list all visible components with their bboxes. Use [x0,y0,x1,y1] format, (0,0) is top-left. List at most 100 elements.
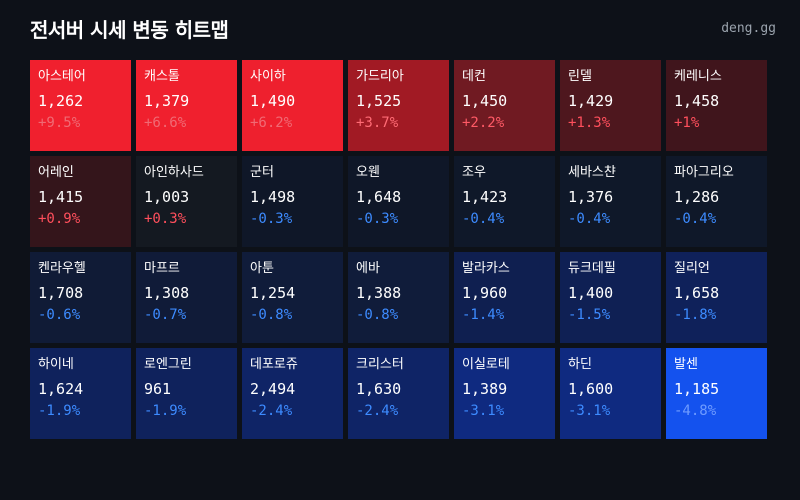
server-price: 1,376 [568,188,614,206]
server-name: 하이네 [38,357,74,372]
heatmap-tile[interactable]: 파아그리오 1,286 -0.4% [666,156,767,247]
server-name: 케레니스 [674,69,722,84]
server-price: 1,262 [38,92,84,110]
server-price: 1,429 [568,92,614,110]
server-name: 켄라우헬 [38,261,86,276]
server-name: 데컨 [462,69,486,84]
price-change: -0.6% [38,307,81,323]
server-price: 1,415 [38,188,84,206]
server-name: 세바스챤 [568,165,616,180]
heatmap-tile[interactable]: 하딘 1,600 -3.1% [560,348,661,439]
price-change: -1.9% [144,403,187,419]
price-change: -0.7% [144,307,187,323]
server-price: 1,185 [674,380,720,398]
heatmap-tile[interactable]: 아인하사드 1,003 +0.3% [136,156,237,247]
price-change: -0.4% [568,211,611,227]
price-change: +1% [674,115,700,131]
price-change: +6.2% [250,115,293,131]
server-name: 하딘 [568,357,592,372]
heatmap-tile[interactable]: 질리언 1,658 -1.8% [666,252,767,343]
server-price: 2,494 [250,380,296,398]
server-name: 발센 [674,357,698,372]
server-name: 린델 [568,69,592,84]
server-price: 1,708 [38,284,84,302]
server-name: 캐스톨 [144,69,180,84]
server-name: 아인하사드 [144,165,204,180]
price-change: -0.3% [356,211,399,227]
server-name: 발라카스 [462,261,510,276]
heatmap-tile[interactable]: 데컨 1,450 +2.2% [454,60,555,151]
price-change: -0.4% [674,211,717,227]
heatmap-tile[interactable]: 어레인 1,415 +0.9% [30,156,131,247]
heatmap-tile[interactable]: 이실로테 1,389 -3.1% [454,348,555,439]
heatmap-tile[interactable]: 데포로쥬 2,494 -2.4% [242,348,343,439]
server-price: 1,308 [144,284,190,302]
price-change: +3.7% [356,115,399,131]
server-price: 1,286 [674,188,720,206]
price-change: -0.3% [250,211,293,227]
heatmap-tile[interactable]: 사이하 1,490 +6.2% [242,60,343,151]
server-name: 조우 [462,165,486,180]
price-change: +1.3% [568,115,611,131]
server-name: 오웬 [356,165,380,180]
price-change: -1.4% [462,307,505,323]
server-price: 1,388 [356,284,402,302]
server-price: 1,630 [356,380,402,398]
brand-label: deng.gg [721,20,776,36]
server-price: 1,450 [462,92,508,110]
server-price: 1,648 [356,188,402,206]
server-price: 961 [144,380,172,398]
heatmap-tile[interactable]: 캐스톨 1,379 +6.6% [136,60,237,151]
heatmap-tile[interactable]: 하이네 1,624 -1.9% [30,348,131,439]
heatmap-tile[interactable]: 크리스터 1,630 -2.4% [348,348,449,439]
heatmap-tile[interactable]: 듀크데필 1,400 -1.5% [560,252,661,343]
heatmap-tile[interactable]: 오웬 1,648 -0.3% [348,156,449,247]
server-price: 1,525 [356,92,402,110]
server-price: 1,490 [250,92,296,110]
heatmap-tile[interactable]: 켄라우헬 1,708 -0.6% [30,252,131,343]
price-change: -0.8% [356,307,399,323]
server-name: 질리언 [674,261,710,276]
server-price: 1,960 [462,284,508,302]
price-change: -3.1% [462,403,505,419]
server-price: 1,498 [250,188,296,206]
price-change: +9.5% [38,115,81,131]
server-price: 1,389 [462,380,508,398]
heatmap-tile[interactable]: 발센 1,185 -4.8% [666,348,767,439]
heatmap-tile[interactable]: 세바스챤 1,376 -0.4% [560,156,661,247]
heatmap-tile[interactable]: 케레니스 1,458 +1% [666,60,767,151]
price-change: -3.1% [568,403,611,419]
server-name: 이실로테 [462,357,510,372]
server-name: 마프르 [144,261,180,276]
server-price: 1,379 [144,92,190,110]
server-name: 군터 [250,165,274,180]
server-name: 크리스터 [356,357,404,372]
header: 전서버 시세 변동 히트맵 deng.gg [30,12,776,44]
server-price: 1,003 [144,188,190,206]
heatmap-tile[interactable]: 로엔그린 961 -1.9% [136,348,237,439]
heatmap-tile[interactable]: 발라카스 1,960 -1.4% [454,252,555,343]
price-change: +0.3% [144,211,187,227]
server-name: 사이하 [250,69,286,84]
price-change: -1.5% [568,307,611,323]
price-change: -0.8% [250,307,293,323]
price-change: +2.2% [462,115,505,131]
heatmap-tile[interactable]: 조우 1,423 -0.4% [454,156,555,247]
heatmap-grid: 아스테어 1,262 +9.5% 캐스톨 1,379 +6.6% 사이하 1,490 +6.2%… [30,60,767,439]
server-price: 1,658 [674,284,720,302]
heatmap-tile[interactable]: 아스테어 1,262 +9.5% [30,60,131,151]
server-name: 에바 [356,261,380,276]
heatmap-tile[interactable]: 가드리아 1,525 +3.7% [348,60,449,151]
server-name: 아스테어 [38,69,86,84]
heatmap-tile[interactable]: 마프르 1,308 -0.7% [136,252,237,343]
heatmap-tile[interactable]: 린델 1,429 +1.3% [560,60,661,151]
price-change: -4.8% [674,403,717,419]
price-change: -1.9% [38,403,81,419]
heatmap-tile[interactable]: 군터 1,498 -0.3% [242,156,343,247]
heatmap-tile[interactable]: 에바 1,388 -0.8% [348,252,449,343]
server-price: 1,254 [250,284,296,302]
server-name: 듀크데필 [568,261,616,276]
server-name: 아툰 [250,261,274,276]
server-name: 로엔그린 [144,357,192,372]
heatmap-tile[interactable]: 아툰 1,254 -0.8% [242,252,343,343]
